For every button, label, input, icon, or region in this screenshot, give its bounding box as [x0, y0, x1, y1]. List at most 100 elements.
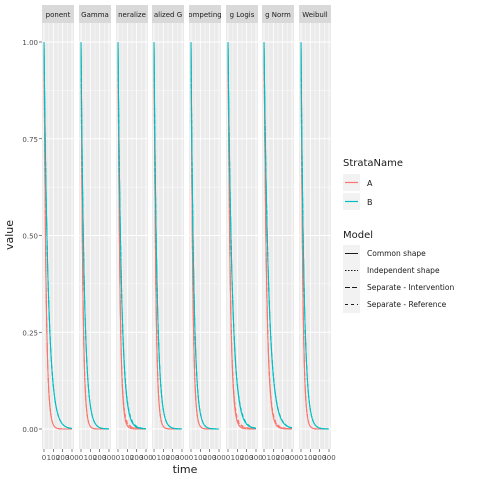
series-line-b: [300, 41, 329, 430]
series-line-b: [263, 41, 293, 429]
series-line-b: [153, 41, 182, 430]
facet-strip-label: ponent: [46, 11, 71, 19]
series-line-b: [227, 41, 257, 429]
legend-key-bg: [343, 279, 360, 296]
series-line-b: [190, 41, 219, 430]
curves: [153, 41, 182, 430]
x-tick-label: 100: [267, 454, 280, 462]
series-line-b: [117, 41, 147, 430]
y-tick-label: 1.00: [22, 39, 38, 47]
legend-model-label: Common shape: [367, 249, 426, 258]
curves: [80, 41, 109, 430]
facet-strip: [152, 5, 184, 23]
series-line-a: [80, 41, 109, 430]
legend-model-title: Model: [343, 230, 373, 241]
x-tick-label: 200: [313, 454, 326, 462]
x-tick-label: 200: [276, 454, 289, 462]
x-tick-label: 0: [262, 454, 266, 462]
x-tick-label: 300: [322, 454, 335, 462]
y-tick-label: 0.00: [22, 426, 38, 434]
x-tick-label: 0: [299, 454, 303, 462]
facet-strip: [226, 5, 258, 23]
x-tick-label: 200: [130, 454, 143, 462]
facet-strip: [116, 5, 148, 23]
facet-strip: [262, 5, 294, 23]
y-tick-label: 0.25: [22, 329, 38, 337]
legend: StrataName Model A B Common shape Independe…: [343, 158, 454, 313]
facet-strip-label: alized G: [154, 11, 182, 19]
legend-strata-label: B: [367, 198, 373, 207]
series-line-a: [300, 41, 329, 430]
curves: [190, 41, 219, 430]
legend-model-label: Separate - Reference: [367, 300, 447, 309]
facet-strip: [189, 5, 221, 23]
x-tick-label: 0: [79, 454, 83, 462]
x-tick-label: 0: [42, 454, 46, 462]
series-line-a: [263, 41, 293, 430]
x-tick-label: 200: [93, 454, 106, 462]
x-tick-label: 100: [84, 454, 97, 462]
x-tick-label: 300: [139, 454, 152, 462]
y-tick-label: 0.75: [22, 136, 38, 144]
y-tick-label: 0.50: [22, 233, 38, 241]
series-line-a: [43, 41, 72, 430]
legend-model-label: Independent shape: [367, 266, 440, 275]
series-line-a: [263, 41, 293, 430]
x-tick-label: 0: [116, 454, 120, 462]
legend-strata-title: StrataName: [343, 158, 403, 169]
x-tick-label: 300: [249, 454, 262, 462]
series-line-a: [190, 41, 219, 430]
y-axis-title: value: [3, 220, 16, 250]
series-line-a: [153, 41, 182, 430]
series-line-b: [300, 41, 329, 430]
curves: [263, 41, 293, 430]
x-tick-label: 0: [189, 454, 193, 462]
x-tick-label: 200: [203, 454, 216, 462]
series-line-a: [117, 41, 147, 430]
x-tick-label: 0: [226, 454, 230, 462]
x-tick-label: 300: [102, 454, 115, 462]
series-line-a: [227, 41, 257, 430]
curves: [227, 41, 257, 430]
facet-strip-label: Gamma: [81, 11, 109, 19]
x-tick-label: 300: [212, 454, 225, 462]
x-tick-label: 100: [304, 454, 317, 462]
x-tick-label: 0: [152, 454, 156, 462]
facet-strip-label: g Logis: [230, 11, 255, 19]
facet-strip-label: neralize: [118, 11, 146, 19]
series-line-b: [80, 41, 109, 430]
series-line-b: [117, 41, 147, 430]
series-line-b: [43, 41, 73, 429]
facet-strip: [79, 5, 111, 23]
curves: [43, 41, 73, 430]
x-tick-label: 200: [240, 454, 253, 462]
legend-strata-label: A: [367, 179, 373, 188]
x-axis-title: time: [173, 463, 198, 476]
x-tick-label: 100: [121, 454, 134, 462]
y-axis: 0.00 0.25 0.50 0.75 1.00: [22, 39, 42, 434]
x-tick-label: 100: [194, 454, 207, 462]
x-tick-label: 100: [157, 454, 170, 462]
facet-strip: [299, 5, 331, 23]
x-tick-label: 300: [175, 454, 188, 462]
facet-strip-label: g Norm: [265, 11, 291, 19]
facet-strip-label: Weibull: [302, 11, 328, 19]
facet-strip-label: ompeting: [188, 11, 221, 19]
x-tick-label: 200: [166, 454, 179, 462]
x-tick-label: 300: [65, 454, 78, 462]
x-tick-label: 300: [285, 454, 298, 462]
curves: [300, 41, 329, 430]
curves: [117, 41, 147, 430]
legend-model-label: Separate - Intervention: [367, 283, 454, 292]
series-line-a: [43, 41, 72, 430]
